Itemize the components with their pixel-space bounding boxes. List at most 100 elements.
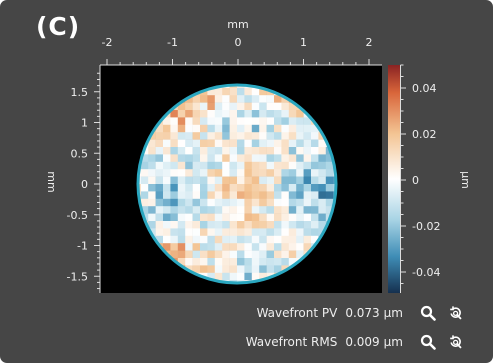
wavefront-cell	[200, 139, 208, 148]
wavefront-cell	[214, 191, 223, 200]
wavefront-cell	[222, 154, 230, 163]
wavefront-cell	[207, 124, 216, 133]
wavefront-cell	[237, 87, 245, 96]
wavefront-cell	[288, 198, 297, 207]
wavefront-cell	[311, 191, 319, 200]
wavefront-cell	[259, 191, 267, 200]
wavefront-cell	[170, 213, 179, 222]
wavefront-cell	[214, 228, 223, 237]
wavefront-cell	[207, 154, 216, 163]
wavefront-cell	[311, 198, 319, 207]
wavefront-cell	[192, 102, 201, 111]
zoom-reset-button[interactable]	[445, 331, 467, 353]
wavefront-cell	[318, 147, 327, 155]
wavefront-cell	[177, 102, 186, 111]
wavefront-cell	[237, 228, 245, 237]
wavefront-cell	[170, 191, 179, 200]
wavefront-cell	[318, 161, 327, 170]
aperture-circle	[136, 83, 338, 285]
wavefront-cell	[288, 124, 297, 133]
wavefront-cell	[266, 161, 275, 170]
wavefront-cell	[259, 161, 267, 170]
wavefront-cell	[244, 139, 253, 148]
wavefront-cell	[229, 124, 238, 133]
wavefront-cell	[296, 139, 304, 148]
wavefront-cell	[296, 147, 304, 155]
wavefront-cell	[163, 206, 171, 214]
wavefront-cell	[288, 213, 297, 222]
wavefront-cell	[237, 191, 245, 200]
wavefront-cell	[296, 250, 304, 259]
wavefront-cell	[318, 139, 327, 148]
wavefront-cell	[311, 169, 319, 177]
y-tick-label: 0	[81, 178, 88, 191]
y-tick-label: -0.5	[67, 209, 88, 222]
wavefront-cell	[251, 176, 260, 185]
wavefront-cell	[274, 102, 282, 111]
wavefront-cell	[281, 169, 290, 177]
wavefront-cell	[177, 161, 186, 170]
magnifier-icon	[420, 334, 436, 350]
wavefront-cell	[229, 117, 238, 126]
wavefront-cell	[244, 235, 253, 244]
x-axis-ticks: -2 -1 0 1 2	[102, 36, 373, 65]
zoom-reset-button[interactable]	[445, 302, 467, 324]
wavefront-cell	[274, 250, 282, 259]
colorbar-tick-label: 0.02	[412, 128, 437, 141]
wavefront-cell	[148, 169, 156, 177]
wavefront-cell	[163, 161, 171, 170]
wavefront-cell	[259, 243, 267, 251]
wavefront-cell	[281, 258, 290, 266]
wavefront-cell	[148, 191, 156, 200]
zoom-button[interactable]	[417, 302, 439, 324]
wavefront-cell	[274, 243, 282, 251]
wavefront-cell	[214, 176, 223, 185]
wavefront-cell	[237, 206, 245, 214]
wavefront-cell	[311, 221, 319, 229]
wavefront-plot[interactable]: -2 -1 0 1 2 1.510.50-0.5-1-1.5 mm mm 0.040.0…	[0, 0, 493, 300]
wavefront-cell	[318, 206, 327, 214]
wavefront-cell	[296, 191, 304, 200]
wavefront-cell	[303, 132, 312, 140]
wavefront-cell	[192, 110, 201, 118]
y-axis-ticks: 1.5 1 0.5 0 -0.5 -1 -1.5	[67, 72, 100, 290]
wavefront-cell	[266, 235, 275, 244]
wavefront-cell	[214, 258, 223, 266]
wavefront-cell	[214, 139, 223, 148]
wavefront-cell	[274, 139, 282, 148]
wavefront-cell	[244, 117, 253, 126]
wavefront-cell	[274, 154, 282, 163]
wavefront-cell	[170, 235, 179, 244]
wavefront-cell	[192, 265, 201, 274]
wavefront-cell	[200, 198, 208, 207]
wavefront-cell	[244, 250, 253, 259]
wavefront-cell	[251, 124, 260, 133]
wavefront-cell	[222, 272, 230, 281]
wavefront-cell	[281, 154, 290, 163]
wavefront-cell	[244, 87, 253, 96]
wavefront-cell	[192, 243, 201, 251]
wavefront-cell	[170, 250, 179, 259]
wavefront-cell	[303, 147, 312, 155]
wavefront-cell	[311, 132, 319, 140]
wavefront-cell	[163, 213, 171, 222]
wavefront-cell	[155, 154, 164, 163]
zoom-button[interactable]	[417, 331, 439, 353]
wavefront-cell	[274, 169, 282, 177]
wavefront-cell	[288, 102, 297, 111]
wavefront-cell	[296, 221, 304, 229]
wavefront-cell	[237, 139, 245, 148]
wavefront-cell	[170, 243, 179, 251]
wavefront-cell	[237, 243, 245, 251]
wavefront-cell	[325, 154, 334, 163]
wavefront-cell	[288, 147, 297, 155]
wavefront-cell	[207, 228, 216, 237]
wavefront-cell	[303, 221, 312, 229]
wavefront-cell	[259, 139, 267, 148]
wavefront-cell	[163, 176, 171, 185]
wavefront-cell	[222, 258, 230, 266]
wavefront-cell	[325, 161, 334, 170]
wavefront-cell	[303, 184, 312, 192]
wavefront-cell	[266, 102, 275, 111]
wavefront-cell	[237, 213, 245, 222]
